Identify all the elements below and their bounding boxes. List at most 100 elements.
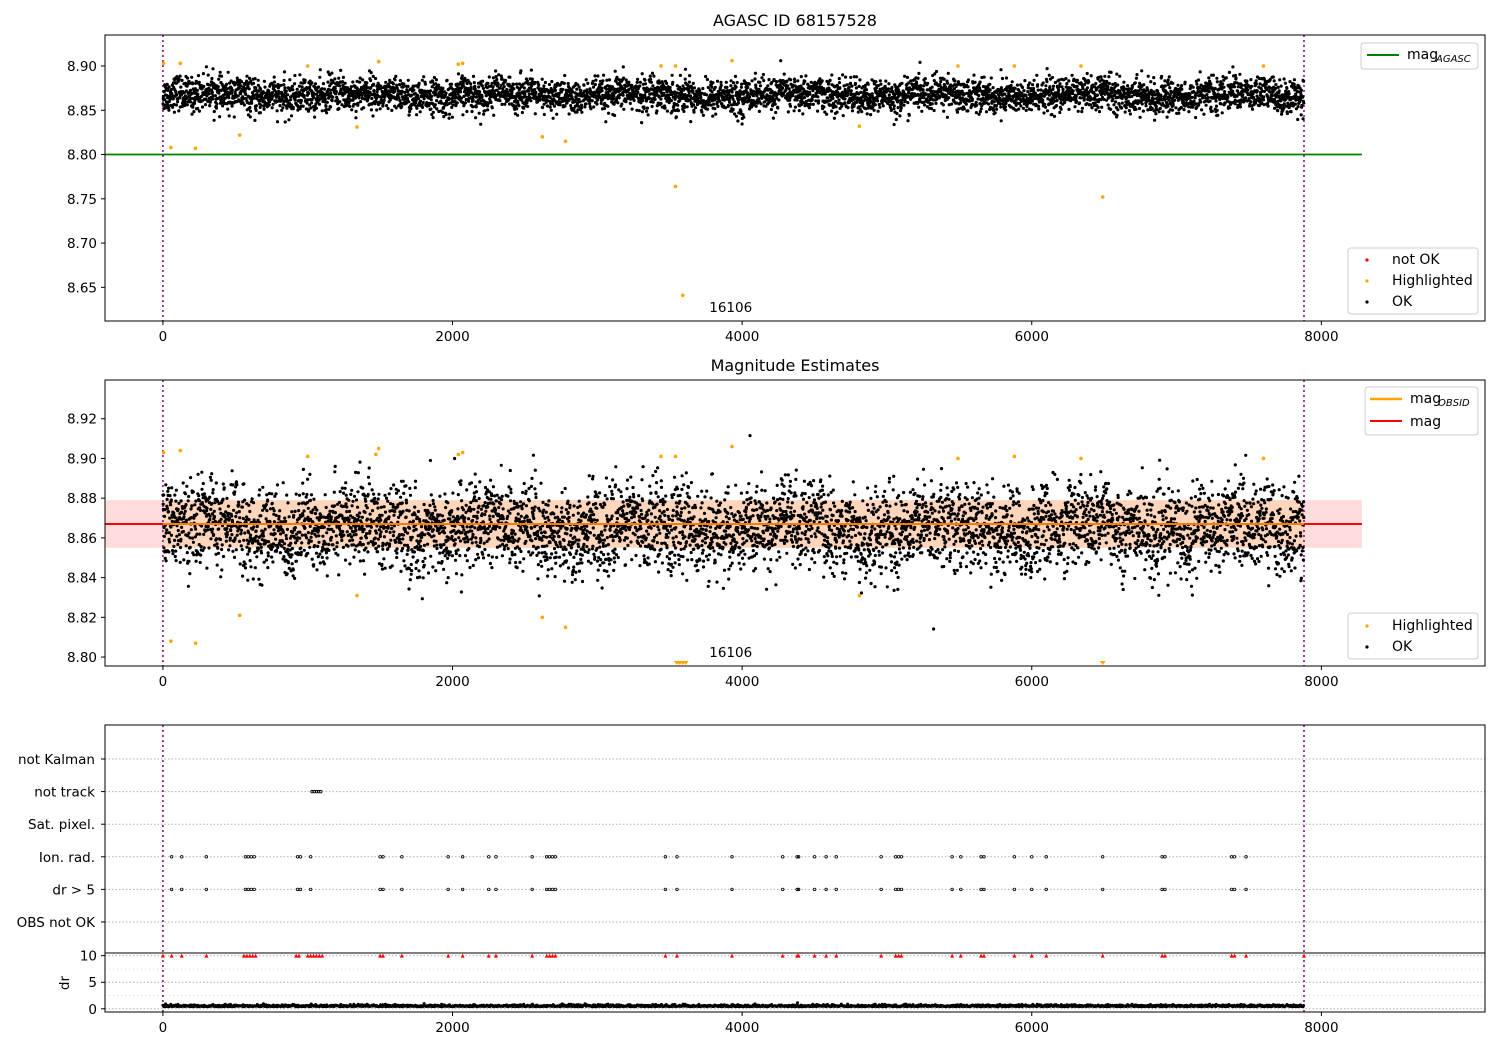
x-tick-label-2000: 2000	[435, 329, 469, 345]
flag-point-3-45	[1229, 855, 1234, 859]
dr-capped-point-0	[160, 953, 165, 958]
flag-point-4-13	[446, 887, 450, 892]
flag-point-4-38	[982, 887, 986, 892]
highlighted-point-1	[169, 145, 173, 150]
flag-point-3-0	[169, 855, 174, 859]
highlighted-point-6	[355, 593, 359, 598]
flag-point-3-46	[1232, 855, 1237, 859]
highlighted-point-3	[193, 641, 198, 645]
flag-point-4-31	[879, 887, 883, 892]
highlighted-point-8	[373, 452, 378, 457]
panel-3-data-layer	[105, 725, 1485, 1012]
y-tick-label-8.65: 8.65	[67, 280, 97, 296]
x-tick-label-8000: 8000	[1304, 1020, 1338, 1036]
highlighted-point-9	[456, 452, 461, 457]
x-tick-label-4000: 4000	[725, 674, 759, 690]
dr-capped-point-43	[958, 953, 963, 958]
flag-point-1-4	[319, 789, 323, 794]
flag-point-4-34	[899, 887, 904, 892]
flag-label-2: Sat. pixel.	[28, 817, 95, 833]
flag-point-4-39	[1012, 887, 1017, 892]
flag-point-3-12	[400, 855, 404, 859]
dr-capped-point-18	[381, 953, 386, 958]
highlighted-point-1	[169, 639, 173, 643]
legend-label-ok: OK	[1392, 639, 1413, 655]
flag-point-4-44	[1163, 887, 1167, 892]
y-tick-label-8.84: 8.84	[67, 571, 97, 587]
dr-capped-point-30	[674, 953, 679, 958]
y-tick-label-8.88: 8.88	[67, 491, 97, 507]
dr-capped-point-16	[320, 953, 325, 958]
highlighted-point-20	[1079, 64, 1083, 68]
flag-point-4-16	[494, 887, 498, 892]
dr-capped-point-24	[530, 953, 535, 958]
x-tick-label-0: 0	[159, 1020, 168, 1036]
highlighted-point-11	[540, 615, 545, 620]
highlighted-point-4	[237, 133, 242, 137]
flag-point-3-4	[246, 855, 251, 859]
legend-label-mag-agasc: mag	[1407, 47, 1438, 63]
panel-2-title: Magnitude Estimates	[711, 356, 880, 375]
flag-point-3-35	[950, 855, 954, 859]
flag-point-3-1	[180, 855, 184, 859]
highlighted-point-11	[563, 139, 568, 144]
flag-point-4-14	[460, 887, 465, 892]
flag-point-4-46	[1232, 887, 1237, 892]
highlighted-point-3	[193, 146, 198, 151]
y-tick-label-8.9: 8.90	[67, 451, 97, 467]
y-tick-label-0: 0	[88, 1002, 97, 1018]
flag-point-4-42	[1101, 887, 1105, 892]
dr-capped-point-27	[550, 953, 555, 958]
highlighted-point-16	[857, 593, 862, 598]
y-tick-label-8.82: 8.82	[67, 610, 97, 626]
flag-point-3-8	[298, 855, 303, 859]
flag-point-4-45	[1229, 887, 1234, 892]
flag-point-4-23	[675, 887, 679, 892]
x-tick-label-8000: 8000	[1304, 329, 1338, 345]
flag-point-3-2	[204, 855, 209, 859]
highlighted-point-17	[857, 124, 862, 129]
dr-capped-point-2	[179, 953, 184, 958]
legend-label-highlighted: Highlighted	[1392, 273, 1473, 289]
dr-capped-point-39	[893, 953, 898, 958]
x-tick-label-0: 0	[159, 329, 168, 345]
dr-capped-point-22	[486, 953, 491, 958]
flag-point-4-12	[400, 887, 404, 892]
highlighted-point-10	[460, 450, 465, 455]
flag-point-3-10	[378, 855, 382, 859]
highlighted-point-8	[456, 62, 461, 67]
flag-point-3-42	[1101, 855, 1105, 859]
flag-point-3-26	[795, 855, 799, 859]
flag-point-4-29	[824, 887, 828, 892]
x-tick-label-8000: 8000	[1304, 674, 1338, 690]
x-tick-label-6000: 6000	[1015, 1020, 1049, 1036]
dr-capped-point-48	[1044, 953, 1049, 958]
flag-point-4-22	[663, 887, 668, 892]
flag-point-4-0	[169, 887, 174, 892]
panel-2-axes: 0 2000 4000 6000 8000 8.80 8.82 8.84 8.86 8.88 8.9…	[67, 379, 1486, 690]
y-tick-label-8.86: 8.86	[67, 531, 97, 547]
flag-point-3-41	[1044, 855, 1048, 859]
legend-marker-ok	[1365, 300, 1369, 304]
highlighted-point-12	[659, 64, 663, 68]
highlighted-point-0	[161, 450, 166, 455]
highlighted-point-9	[460, 61, 465, 66]
x-tick-label-4000: 4000	[725, 1020, 759, 1036]
y-tick-label-8.8: 8.80	[67, 650, 97, 666]
flag-point-4-47	[1244, 887, 1248, 892]
flag-point-3-11	[381, 855, 385, 859]
flag-point-4-10	[378, 887, 382, 892]
panel-1-frame	[104, 34, 1486, 322]
panel-magnitude-estimates: Magnitude Estimates 0 2000 4000 6000 8000 8.8…	[67, 356, 1486, 690]
panel-dr: 0 2000 4000 6000 8000 0 5 10 dr	[57, 949, 1486, 1036]
panel-2-legend-bottom: Highlighted OK	[1347, 612, 1479, 660]
flag-point-3-9	[308, 855, 313, 859]
legend-sub-agasc: AGASC	[1435, 54, 1471, 65]
dr-capped-point-13	[311, 953, 316, 958]
flag-point-4-2	[204, 887, 209, 892]
y-tick-label-8.85: 8.85	[67, 103, 97, 119]
highlighted-point-15	[730, 444, 734, 449]
highlighted-point-19	[1079, 456, 1083, 461]
dr-capped-point-35	[812, 953, 817, 958]
dr-capped-point-3	[204, 953, 209, 958]
